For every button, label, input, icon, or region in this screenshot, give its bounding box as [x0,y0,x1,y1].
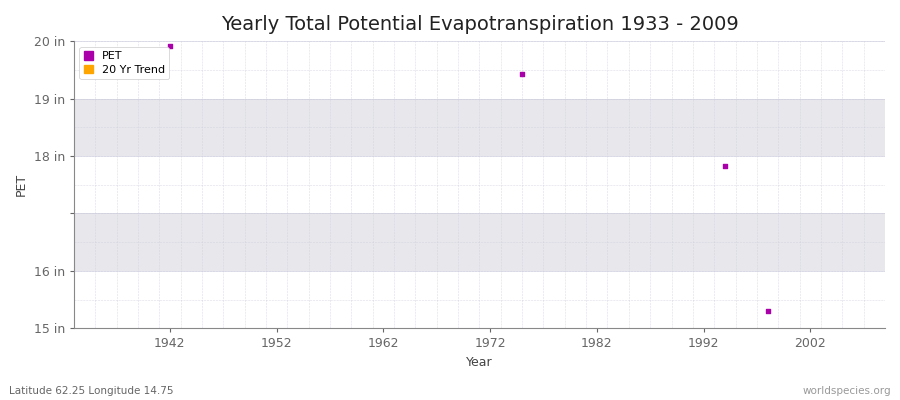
Point [109,52,123,59]
Text: worldspecies.org: worldspecies.org [803,386,891,396]
Title: Yearly Total Potential Evapotranspiration 1933 - 2009: Yearly Total Potential Evapotranspiratio… [220,15,738,34]
Text: Latitude 62.25 Longitude 14.75: Latitude 62.25 Longitude 14.75 [9,386,174,396]
X-axis label: Year: Year [466,356,492,369]
Point [163,42,177,49]
Point [760,308,775,314]
Y-axis label: PET: PET [15,173,28,196]
Bar [74,41,885,98]
Bar [74,271,885,328]
Legend: PET, 20 Yr Trend: PET, 20 Yr Trend [79,47,169,79]
Bar [74,98,885,156]
Point [717,163,732,169]
Bar [74,214,885,271]
Bar [74,156,885,214]
Point [515,71,529,78]
